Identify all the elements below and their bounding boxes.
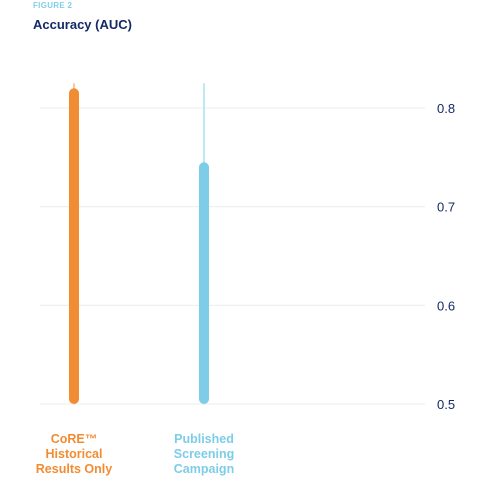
chart-title: Accuracy (AUC) [33, 17, 132, 32]
grid-lines [40, 107, 425, 405]
y-tick-label: 0.5 [437, 397, 455, 412]
bar [69, 88, 79, 405]
category-label-line: Historical [45, 447, 103, 461]
category-label-line: CoRE™ [50, 432, 98, 446]
category-label-line: Results Only [35, 462, 113, 476]
y-tick-label: 0.6 [437, 298, 455, 313]
y-tick-label: 0.8 [437, 101, 455, 116]
category-label-line: Screening [173, 447, 235, 461]
category-label-line: Published [174, 432, 234, 446]
category-label: Published Screening Campaign [149, 432, 259, 477]
category-label: CoRE™ Historical Results Only [19, 432, 129, 477]
category-label-line: Campaign [173, 462, 235, 476]
bar [199, 162, 209, 404]
y-tick-labels: 0.5 0.6 0.7 0.8 [437, 101, 455, 412]
bars [69, 83, 209, 405]
y-tick-label: 0.7 [437, 200, 455, 215]
figure-label: FIGURE 2 [33, 1, 73, 10]
